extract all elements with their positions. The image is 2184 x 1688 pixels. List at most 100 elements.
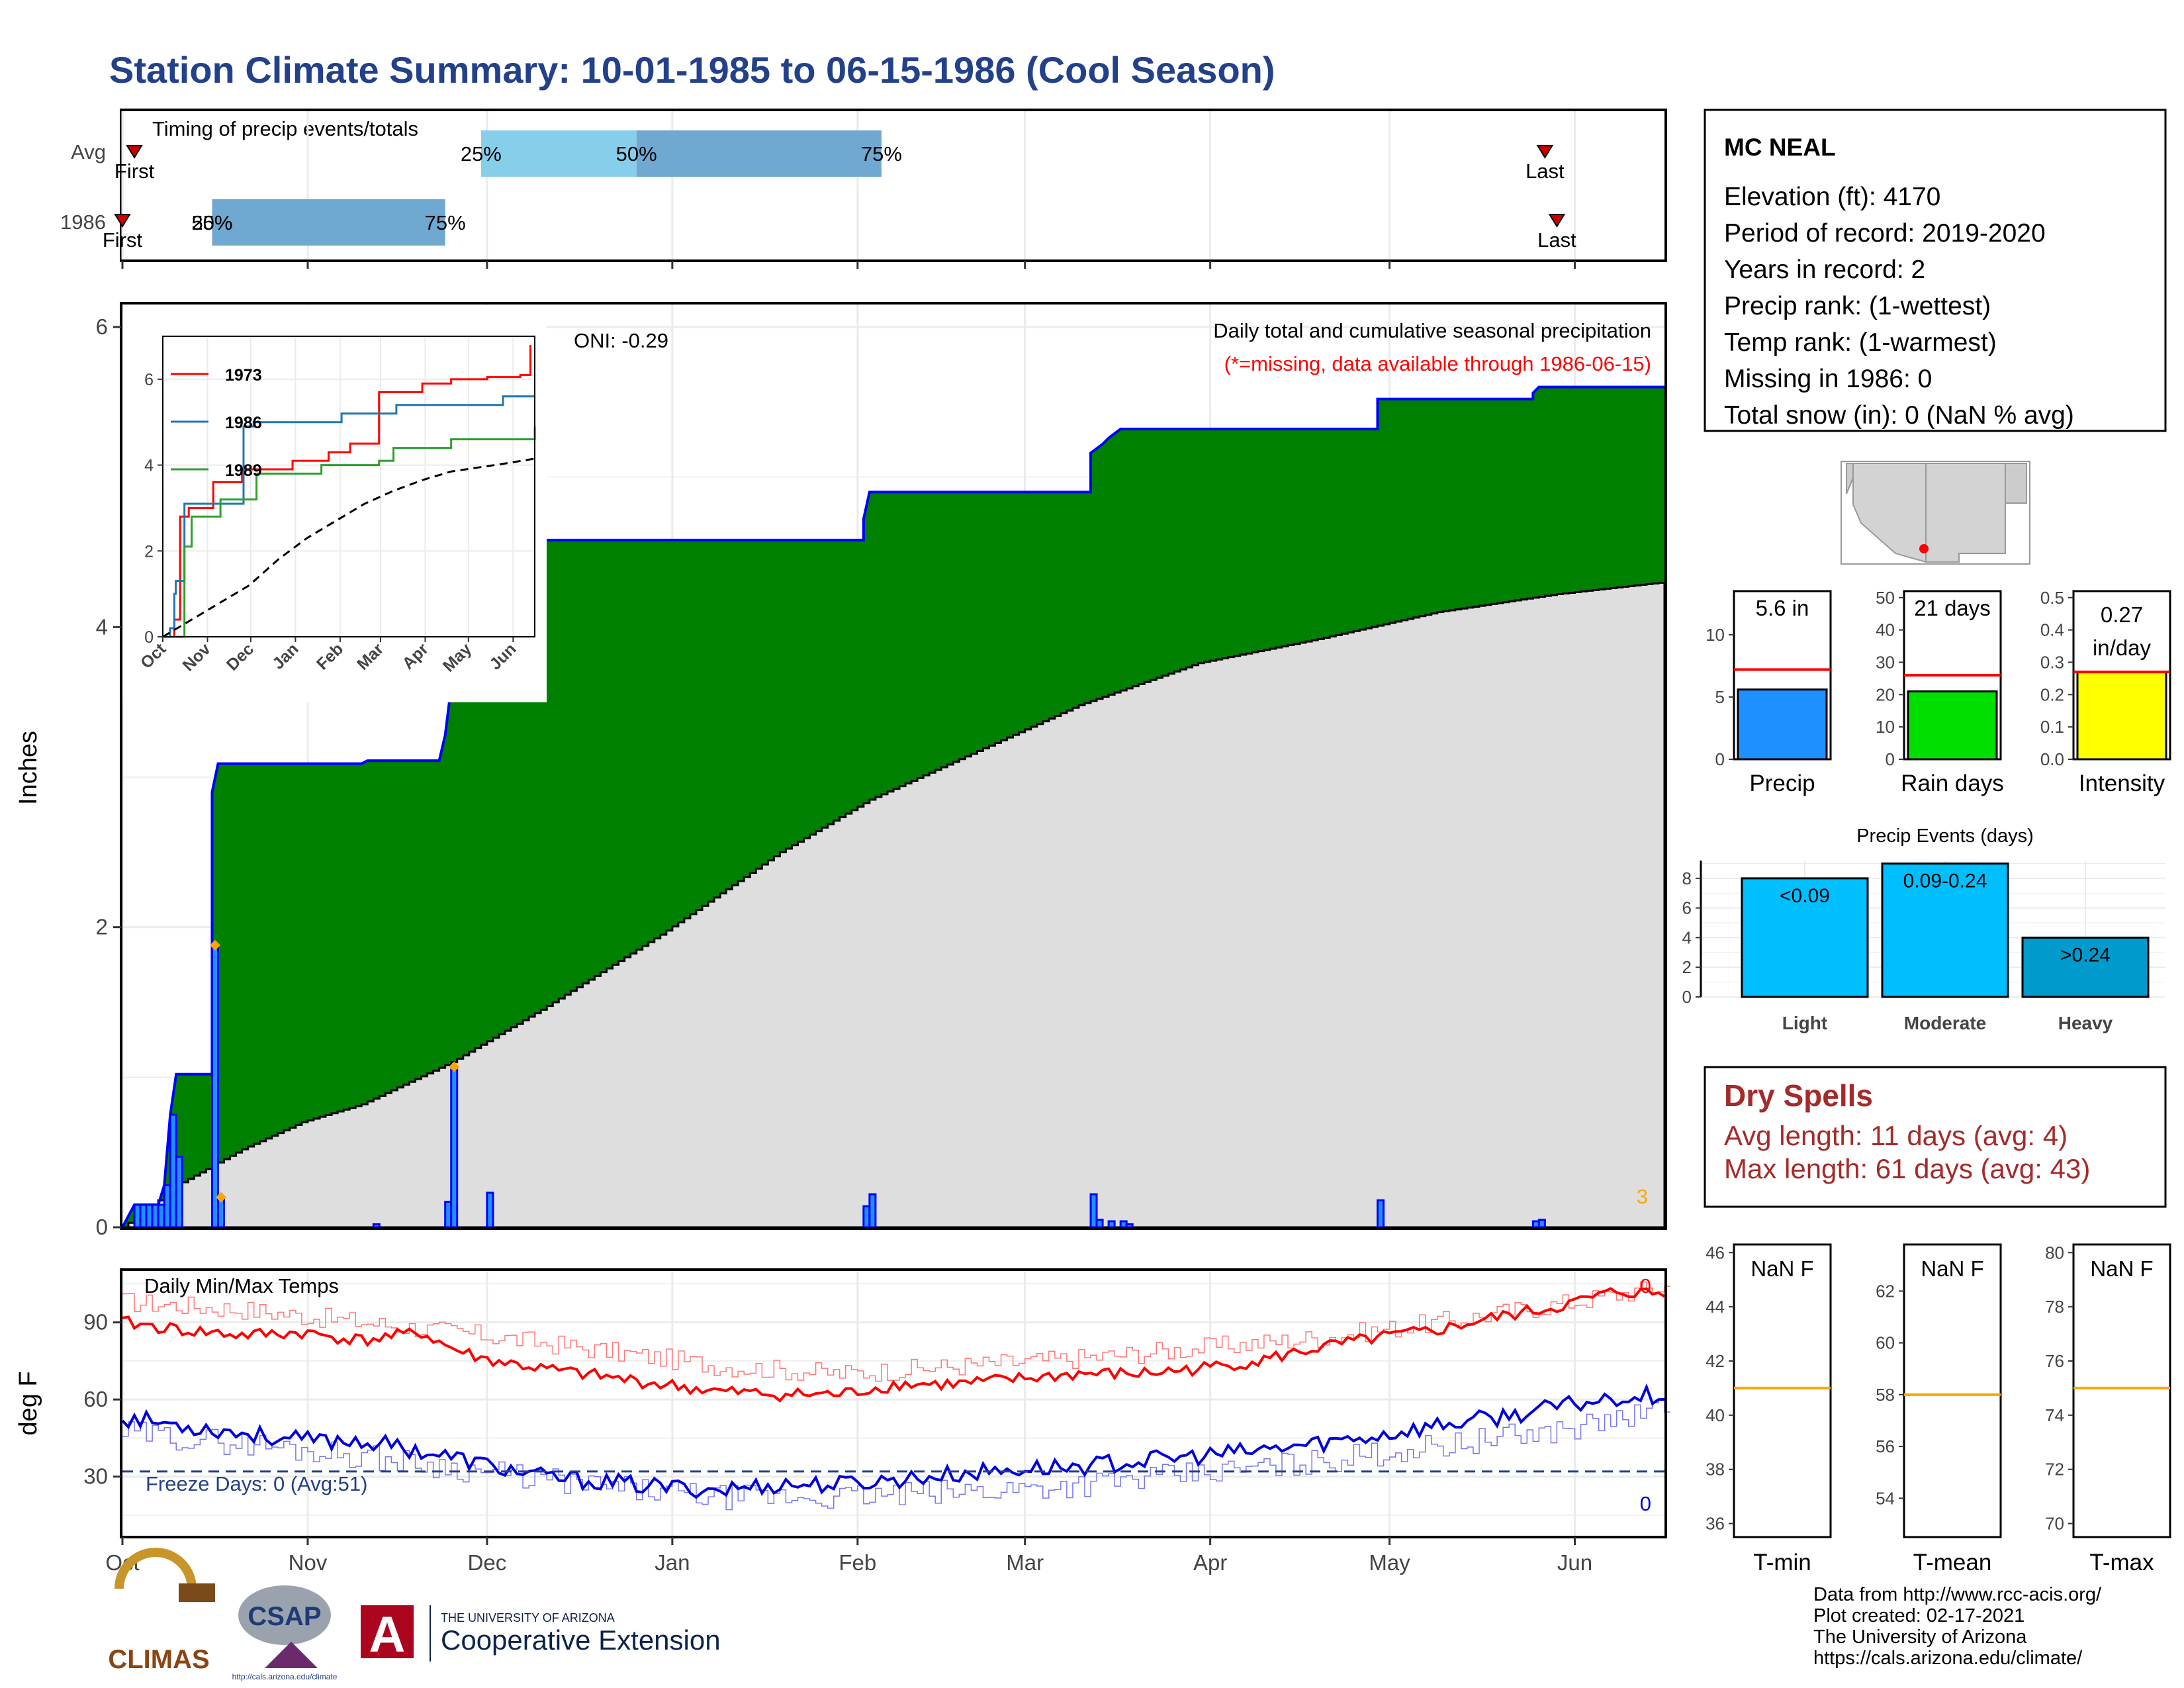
season-bar-value-label: 5.6 in xyxy=(1756,596,1809,620)
csap-cloud-icon xyxy=(238,1585,331,1645)
temp-anomaly-category-label: T-mean xyxy=(1913,1550,1992,1575)
avg-last-marker-icon xyxy=(1536,145,1554,159)
tmin-1986-line xyxy=(121,1383,1665,1499)
inset-series-1986 xyxy=(163,395,535,638)
avg-first-label: First xyxy=(114,160,155,183)
inset-series-1973 xyxy=(163,344,531,638)
station-info-line: Elevation (ft): 4170 xyxy=(1724,183,1940,211)
avg-iqr-high xyxy=(636,130,882,177)
avg-q75-label: 75% xyxy=(861,142,902,165)
events-ytick-label: 2 xyxy=(1682,957,1692,977)
events-bar-heavy xyxy=(2021,936,2150,998)
avg-last-label: Last xyxy=(1525,160,1565,183)
year-last-marker-icon xyxy=(1548,214,1566,228)
precip-subtitle: Daily total and cumulative seasonal prec… xyxy=(1213,319,1651,342)
temp-anomaly-category-label: T-max xyxy=(2089,1550,2154,1575)
inset-legend-label: 1986 xyxy=(225,414,262,432)
month-tick-label: Mar xyxy=(1006,1550,1044,1575)
temperature-anomaly-panels: 36 38 40 42 44 46 NaN F T-min 54 56 58 60 62 NaN F T-m… xyxy=(1706,1243,2171,1575)
avg-first-marker-icon xyxy=(126,145,143,159)
inset-frame xyxy=(162,336,535,637)
temp-anomaly-value-label: NaN F xyxy=(1921,1256,1983,1281)
climas-logo-text: CLIMAS xyxy=(108,1645,209,1674)
station-info-line: Years in record: 2 xyxy=(1724,256,1925,284)
precip-ylabel: Inches xyxy=(15,731,42,805)
dry-avg-length: Avg length: 11 days (avg: 4) xyxy=(1724,1120,2068,1151)
precip-ytick-label: 4 xyxy=(96,614,108,639)
season-bar-precip xyxy=(1737,688,1828,761)
locator-map xyxy=(1841,461,2030,565)
tmax-count: 0 xyxy=(1640,1274,1651,1297)
season-bar-category-label: Precip xyxy=(1749,771,1815,796)
temp-anomaly-ytick-label: 76 xyxy=(2045,1351,2064,1371)
events-category-label: Moderate xyxy=(1904,1013,1986,1033)
station-location-marker xyxy=(1919,544,1929,553)
year-last-label: Last xyxy=(1537,228,1576,252)
events-bar-light xyxy=(1741,877,1869,998)
temp-anomaly-ytick-label: 36 xyxy=(1706,1514,1725,1534)
month-axis: Oct Nov Dec Jan Feb Mar Apr May Jun xyxy=(105,1537,1592,1575)
tmax-average-line xyxy=(122,1281,1671,1382)
events-category-label: Light xyxy=(1782,1013,1827,1033)
station-info-line: Temp rank: (1-warmest) xyxy=(1724,328,1997,357)
station-name: MC NEAL xyxy=(1724,134,1836,161)
season-bar-intensity xyxy=(2076,671,2167,761)
season-bar-category-label: Intensity xyxy=(2079,771,2165,796)
temp-anomaly-ytick-label: 40 xyxy=(1706,1405,1725,1425)
year-iqr-high xyxy=(212,199,445,246)
season-bar-ytick-label: 20 xyxy=(1876,684,1895,704)
footer-credit-line: Plot created: 02-17-2021 xyxy=(1813,1605,2025,1626)
dry-max-length: Max length: 61 days (avg: 43) xyxy=(1724,1153,2090,1184)
year-first-label: First xyxy=(103,228,143,252)
temp-anomaly-ytick-label: 46 xyxy=(1706,1243,1725,1262)
climas-hill-icon xyxy=(179,1583,215,1602)
temp-ytick-label: 60 xyxy=(83,1387,108,1411)
temperature-panel: Daily Min/Max Temps Freeze Days: 0 (Avg:… xyxy=(15,1268,1671,1538)
temp-anomaly-value-label: NaN F xyxy=(1751,1256,1813,1281)
season-bar-ytick-label: 10 xyxy=(1876,717,1895,737)
daily-precip-bar xyxy=(175,1155,183,1229)
missing-data-marker xyxy=(449,1061,460,1072)
temp-ylabel: deg F xyxy=(15,1371,42,1435)
csap-logo-text: CSAP xyxy=(248,1602,321,1631)
events-bar-label: <0.09 xyxy=(1780,885,1830,907)
season-bar-ytick-label: 0.4 xyxy=(2040,620,2064,640)
timing-row-label-avg: Avg xyxy=(71,140,106,164)
dry-title: Dry Spells xyxy=(1724,1078,1873,1113)
season-bar-ytick-label: 5 xyxy=(1715,687,1725,707)
season-bar-value-unit: in/day xyxy=(2093,635,2152,660)
month-tick-label: May xyxy=(1369,1550,1410,1575)
events-bar-label: >0.24 xyxy=(2060,944,2111,966)
temp-anomaly-ytick-label: 74 xyxy=(2045,1405,2064,1425)
temp-anomaly-frame xyxy=(2072,1243,2171,1538)
precip-panel: 0 2 4 6 ONI: -0.29 Daily total and cumulati… xyxy=(15,302,1667,1239)
station-info-line: Period of record: 2019-2020 xyxy=(1724,219,2046,248)
inset-ytick-label: 6 xyxy=(144,371,154,389)
avg-iqr-low xyxy=(480,130,637,177)
inset-ytick-label: 4 xyxy=(144,457,154,475)
month-tick-label: Nov xyxy=(289,1550,328,1575)
events-ytick-label: 6 xyxy=(1682,898,1692,918)
footer: CLIMAS CSAP http://cals.arizona.edu/clim… xyxy=(108,1548,2102,1681)
season-bar-ytick-label: 0.2 xyxy=(2040,684,2064,704)
temp-anomaly-frame xyxy=(1733,1243,1832,1538)
oni-label: ONI: -0.29 xyxy=(574,329,668,352)
month-tick-label: Apr xyxy=(1193,1550,1227,1575)
season-bar-ytick-label: 0.5 xyxy=(2040,588,2064,608)
month-tick-label: Jan xyxy=(655,1550,690,1575)
precip-ytick-label: 0 xyxy=(96,1215,108,1239)
daily-precip-bar xyxy=(868,1193,877,1229)
temp-anomaly-ytick-label: 62 xyxy=(1876,1281,1895,1301)
year-q75-label: 75% xyxy=(425,211,466,234)
tmin-count: 0 xyxy=(1640,1492,1651,1515)
inset-ytick-label: 0 xyxy=(144,628,154,647)
precip-ytick-label: 2 xyxy=(96,915,108,939)
daily-precip-bar xyxy=(210,944,219,1229)
events-ytick-label: 0 xyxy=(1682,987,1692,1007)
temp-anomaly-ytick-label: 56 xyxy=(1876,1436,1895,1456)
footer-credit-line: Data from http://www.rcc-acis.org/ xyxy=(1813,1584,2102,1605)
temp-anomaly-ytick-label: 78 xyxy=(2045,1297,2064,1317)
temp-anomaly-ytick-label: 58 xyxy=(1876,1385,1895,1405)
temp-anomaly-value-label: NaN F xyxy=(2090,1256,2153,1281)
